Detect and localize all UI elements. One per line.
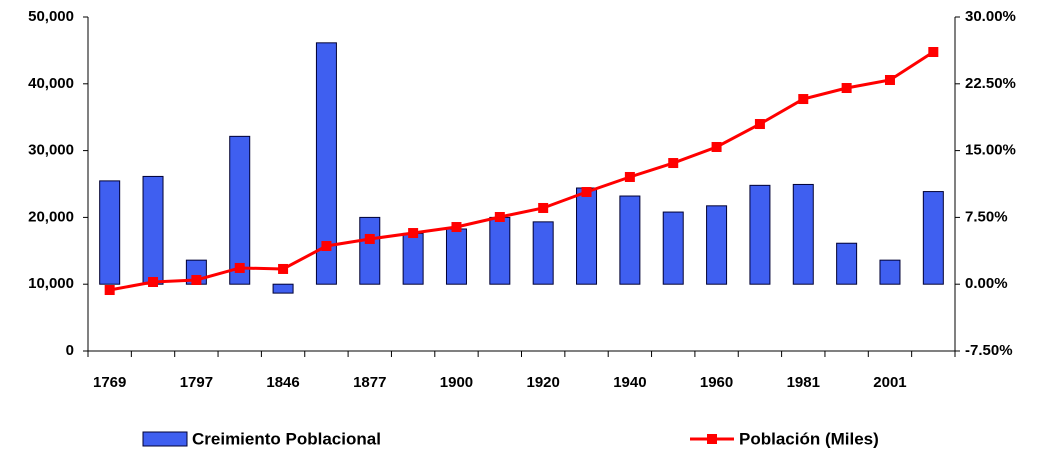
marker [148,276,159,287]
line [109,50,935,292]
marker [234,262,245,273]
marker [321,240,332,251]
marker [798,94,809,105]
x-tick-label: 1846 [266,374,299,391]
bar [402,232,424,285]
marker [668,158,679,169]
bar [272,283,294,294]
bar [445,228,467,285]
marker [624,171,635,182]
y-tick-label: 40,000 [28,75,74,92]
y2-tick-label: 22.50% [965,75,1016,92]
bar [836,242,858,285]
marker [408,228,419,239]
y-tick-label: 50,000 [28,8,74,25]
y2-tick-label: 0.00% [965,275,1008,292]
x-tick-label: 1769 [93,374,126,391]
bar [922,191,944,285]
y-tick-label: 30,000 [28,142,74,159]
y-tick-label: 10,000 [28,275,74,292]
bar [706,205,728,285]
bar [489,216,511,285]
bar [99,180,121,285]
legend-swatch [142,431,188,447]
legend-marker [707,434,717,444]
bar [359,216,381,285]
x-tick-label: 1940 [613,374,646,391]
marker [538,202,549,213]
y2-tick-label: 7.50% [965,208,1008,225]
bar [792,183,814,285]
x-tick-label: 1797 [180,374,213,391]
x-tick-label: 1877 [353,374,386,391]
marker [928,47,939,58]
marker [278,263,289,274]
x-tick-label: 2001 [873,374,906,391]
y2-tick-label: 15.00% [965,142,1016,159]
bar [315,42,337,285]
x-tick-label: 1981 [787,374,820,391]
y-tick-label: 0 [66,342,74,359]
marker [451,222,462,233]
marker [104,285,115,296]
bar [532,221,554,285]
legend-label: Población (Miles) [739,429,879,448]
bar [879,259,901,285]
marker [754,119,765,130]
bar [749,184,771,285]
x-tick-label: 1920 [526,374,559,391]
bar [576,187,598,285]
legend-label: Creimiento Poblacional [192,429,381,448]
x-tick-label: 1960 [700,374,733,391]
y2-tick-label: 30.00% [965,8,1016,25]
marker [494,211,505,222]
bar [619,195,641,285]
bar [142,175,164,285]
marker [711,141,722,152]
bar [229,135,251,285]
marker [841,83,852,94]
y2-tick-label: -7.50% [965,342,1013,359]
marker [364,233,375,244]
marker [884,74,895,85]
marker [191,274,202,285]
bar [662,211,684,285]
marker [581,187,592,198]
x-tick-label: 1900 [440,374,473,391]
y-tick-label: 20,000 [28,208,74,225]
